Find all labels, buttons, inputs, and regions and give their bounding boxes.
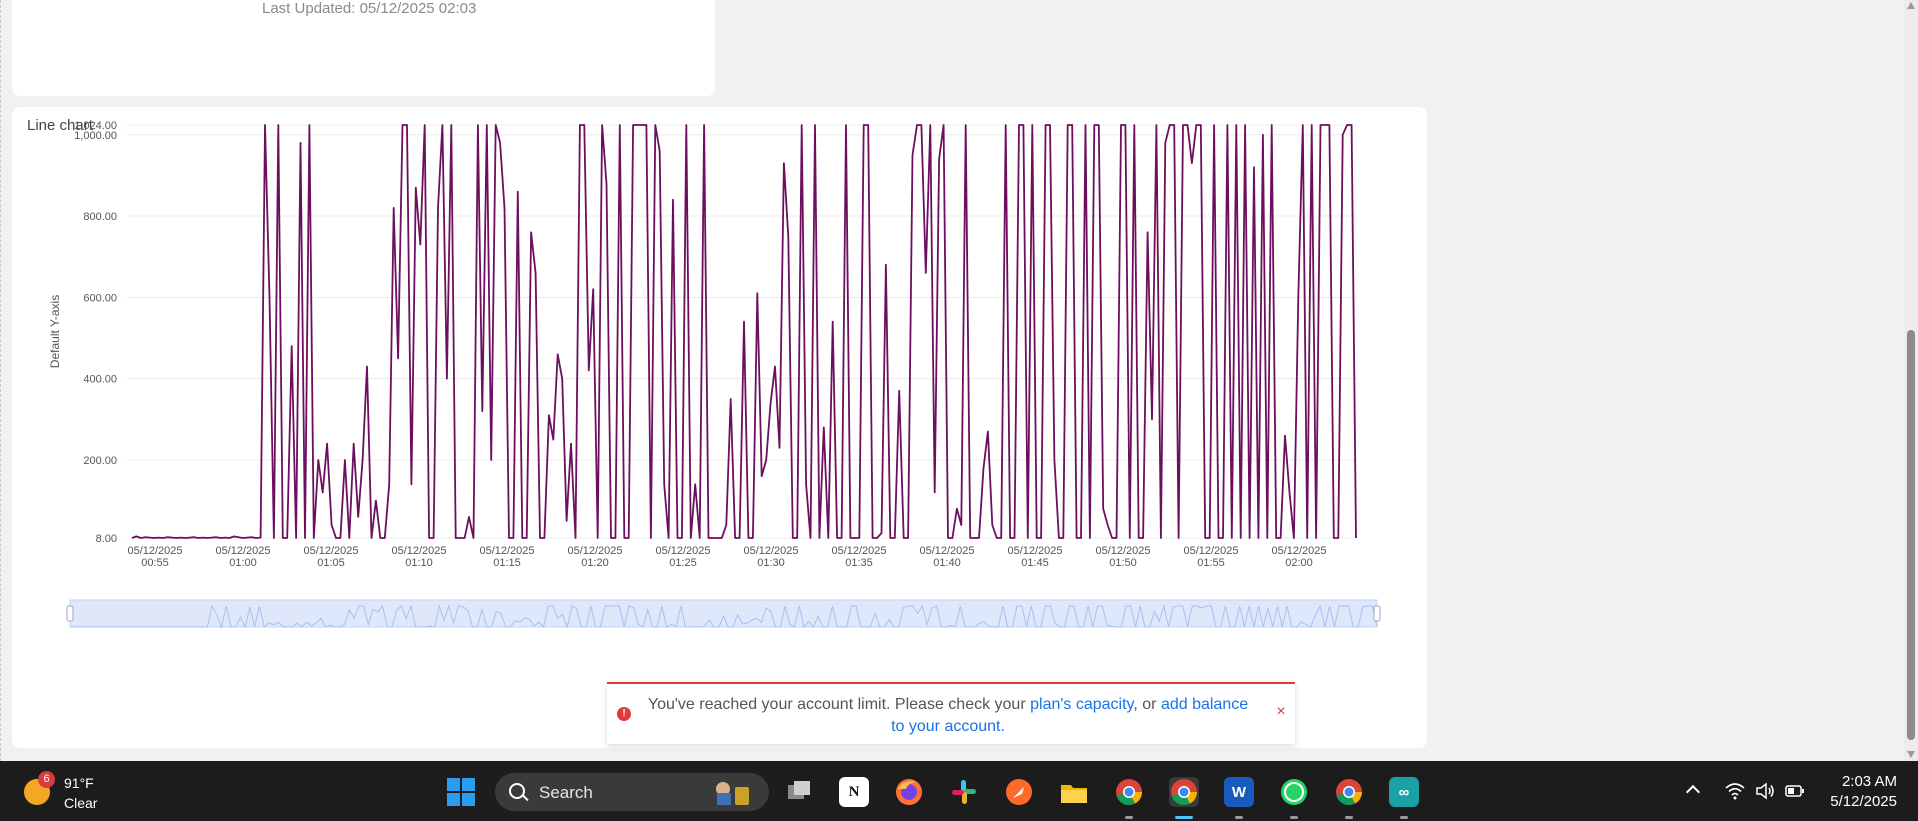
series-line bbox=[132, 125, 1356, 538]
windows-logo-icon bbox=[447, 793, 460, 806]
x-tick-label: 01:00 bbox=[229, 557, 257, 569]
arduino-icon[interactable]: ∞ bbox=[1389, 777, 1419, 807]
x-tick-label: 05/12/2025 bbox=[831, 545, 886, 557]
x-tick-label: 01:40 bbox=[933, 557, 961, 569]
scrollbar-thumb[interactable] bbox=[1907, 330, 1915, 740]
x-tick-label: 05/12/2025 bbox=[919, 545, 974, 557]
scroll-up-arrow-icon[interactable] bbox=[1907, 2, 1915, 9]
plans-capacity-link[interactable]: plan's capacity bbox=[1030, 696, 1133, 713]
compass-app-icon[interactable] bbox=[1004, 777, 1034, 807]
toast-message: You've reached your account limit. Pleas… bbox=[643, 694, 1253, 738]
search-highlight-icon bbox=[713, 779, 753, 805]
y-axis-label: Default Y-axis bbox=[48, 295, 62, 368]
x-tick-label: 05/12/2025 bbox=[127, 545, 182, 557]
y-tick-label: 1,024.00 bbox=[74, 120, 117, 132]
slack-icon[interactable] bbox=[949, 777, 979, 807]
battery-icon[interactable] bbox=[1785, 782, 1805, 800]
x-tick-label: 05/12/2025 bbox=[743, 545, 798, 557]
search-label: Search bbox=[539, 783, 593, 803]
firefox-icon[interactable] bbox=[894, 777, 924, 807]
file-explorer-icon[interactable] bbox=[1059, 777, 1089, 807]
app-running-indicator bbox=[1400, 816, 1408, 819]
close-icon[interactable]: × bbox=[1273, 704, 1289, 720]
x-tick-label: 01:10 bbox=[405, 557, 433, 569]
y-tick-label: 400.00 bbox=[83, 374, 117, 386]
chrome-icon[interactable] bbox=[1169, 777, 1199, 807]
last-updated-text: Last Updated: 05/12/2025 02:03 bbox=[262, 0, 476, 17]
clock-time[interactable]: 2:03 AM bbox=[1842, 773, 1897, 790]
x-tick-label: 01:45 bbox=[1021, 557, 1049, 569]
notion-icon[interactable]: N bbox=[839, 777, 869, 807]
x-tick-label: 05/12/2025 bbox=[479, 545, 534, 557]
y-tick-label: 200.00 bbox=[83, 455, 117, 467]
app-running-indicator bbox=[1125, 816, 1133, 819]
app-running-indicator bbox=[1235, 816, 1243, 819]
scroll-down-arrow-icon[interactable] bbox=[1907, 751, 1915, 758]
weather-description: Clear bbox=[64, 795, 97, 811]
wifi-icon[interactable] bbox=[1725, 782, 1745, 800]
search-icon bbox=[509, 783, 525, 799]
volume-icon[interactable] bbox=[1755, 782, 1775, 800]
x-tick-label: 05/12/2025 bbox=[655, 545, 710, 557]
x-tick-label: 01:15 bbox=[493, 557, 521, 569]
x-tick-label: 05/12/2025 bbox=[1095, 545, 1150, 557]
account-limit-toast: ! You've reached your account limit. Ple… bbox=[607, 682, 1295, 744]
line-chart[interactable]: 8.00200.00400.00600.00800.001,000.001,02… bbox=[12, 107, 1427, 748]
x-tick-label: 01:30 bbox=[757, 557, 785, 569]
x-tick-label: 05/12/2025 bbox=[303, 545, 358, 557]
y-tick-label: 800.00 bbox=[83, 211, 117, 223]
x-tick-label: 05/12/2025 bbox=[567, 545, 622, 557]
x-tick-label: 02:00 bbox=[1285, 557, 1313, 569]
weather-widget[interactable]: 6 91°F Clear bbox=[22, 771, 142, 813]
x-tick-label: 05/12/2025 bbox=[215, 545, 270, 557]
navigator-left-handle[interactable] bbox=[67, 606, 73, 621]
chrome-icon[interactable] bbox=[1114, 777, 1144, 807]
chevron-up-icon[interactable] bbox=[1686, 785, 1700, 799]
windows-start-button[interactable] bbox=[447, 778, 475, 806]
x-tick-label: 05/12/2025 bbox=[1007, 545, 1062, 557]
x-tick-label: 01:50 bbox=[1109, 557, 1137, 569]
toast-text-before: You've reached your account limit. Pleas… bbox=[648, 696, 1030, 713]
x-tick-label: 00:55 bbox=[141, 557, 169, 569]
y-tick-label: 8.00 bbox=[96, 533, 117, 545]
app-running-indicator bbox=[1345, 816, 1353, 819]
x-tick-label: 01:25 bbox=[669, 557, 697, 569]
y-tick-label: 600.00 bbox=[83, 292, 117, 304]
x-tick-label: 05/12/2025 bbox=[1183, 545, 1238, 557]
x-tick-label: 01:20 bbox=[581, 557, 609, 569]
clock-date[interactable]: 5/12/2025 bbox=[1830, 793, 1897, 810]
error-icon: ! bbox=[617, 707, 631, 721]
task-view-icon[interactable] bbox=[784, 777, 814, 807]
x-tick-label: 05/12/2025 bbox=[1271, 545, 1326, 557]
navigator-track bbox=[70, 600, 1377, 627]
x-tick-label: 01:55 bbox=[1197, 557, 1225, 569]
page-scrollbar[interactable] bbox=[1904, 0, 1918, 761]
windows-logo-icon bbox=[462, 793, 475, 806]
taskbar-search[interactable]: Search bbox=[495, 773, 769, 811]
x-tick-label: 01:05 bbox=[317, 557, 345, 569]
whatsapp-icon[interactable] bbox=[1279, 777, 1309, 807]
navigator-right-handle[interactable] bbox=[1374, 606, 1380, 621]
app-running-indicator bbox=[1290, 816, 1298, 819]
weather-temperature: 91°F bbox=[64, 775, 94, 791]
line-chart-card: Line chart 8.00 200.00 400.00 600.00 800.00 1… bbox=[12, 107, 1427, 748]
chrome-icon[interactable] bbox=[1334, 777, 1364, 807]
x-tick-label: 05/12/2025 bbox=[391, 545, 446, 557]
notification-badge: 6 bbox=[38, 771, 55, 788]
word-icon[interactable]: W bbox=[1224, 777, 1254, 807]
toast-text-middle: , or bbox=[1133, 696, 1161, 713]
app-active-indicator bbox=[1175, 816, 1193, 819]
windows-logo-icon bbox=[462, 778, 475, 791]
windows-logo-icon bbox=[447, 778, 460, 791]
x-tick-label: 01:35 bbox=[845, 557, 873, 569]
windows-taskbar: 6 91°F Clear Search N W bbox=[0, 761, 1918, 821]
status-card: Last Updated: 05/12/2025 02:03 bbox=[12, 0, 715, 96]
page-left-edge bbox=[0, 0, 2, 761]
